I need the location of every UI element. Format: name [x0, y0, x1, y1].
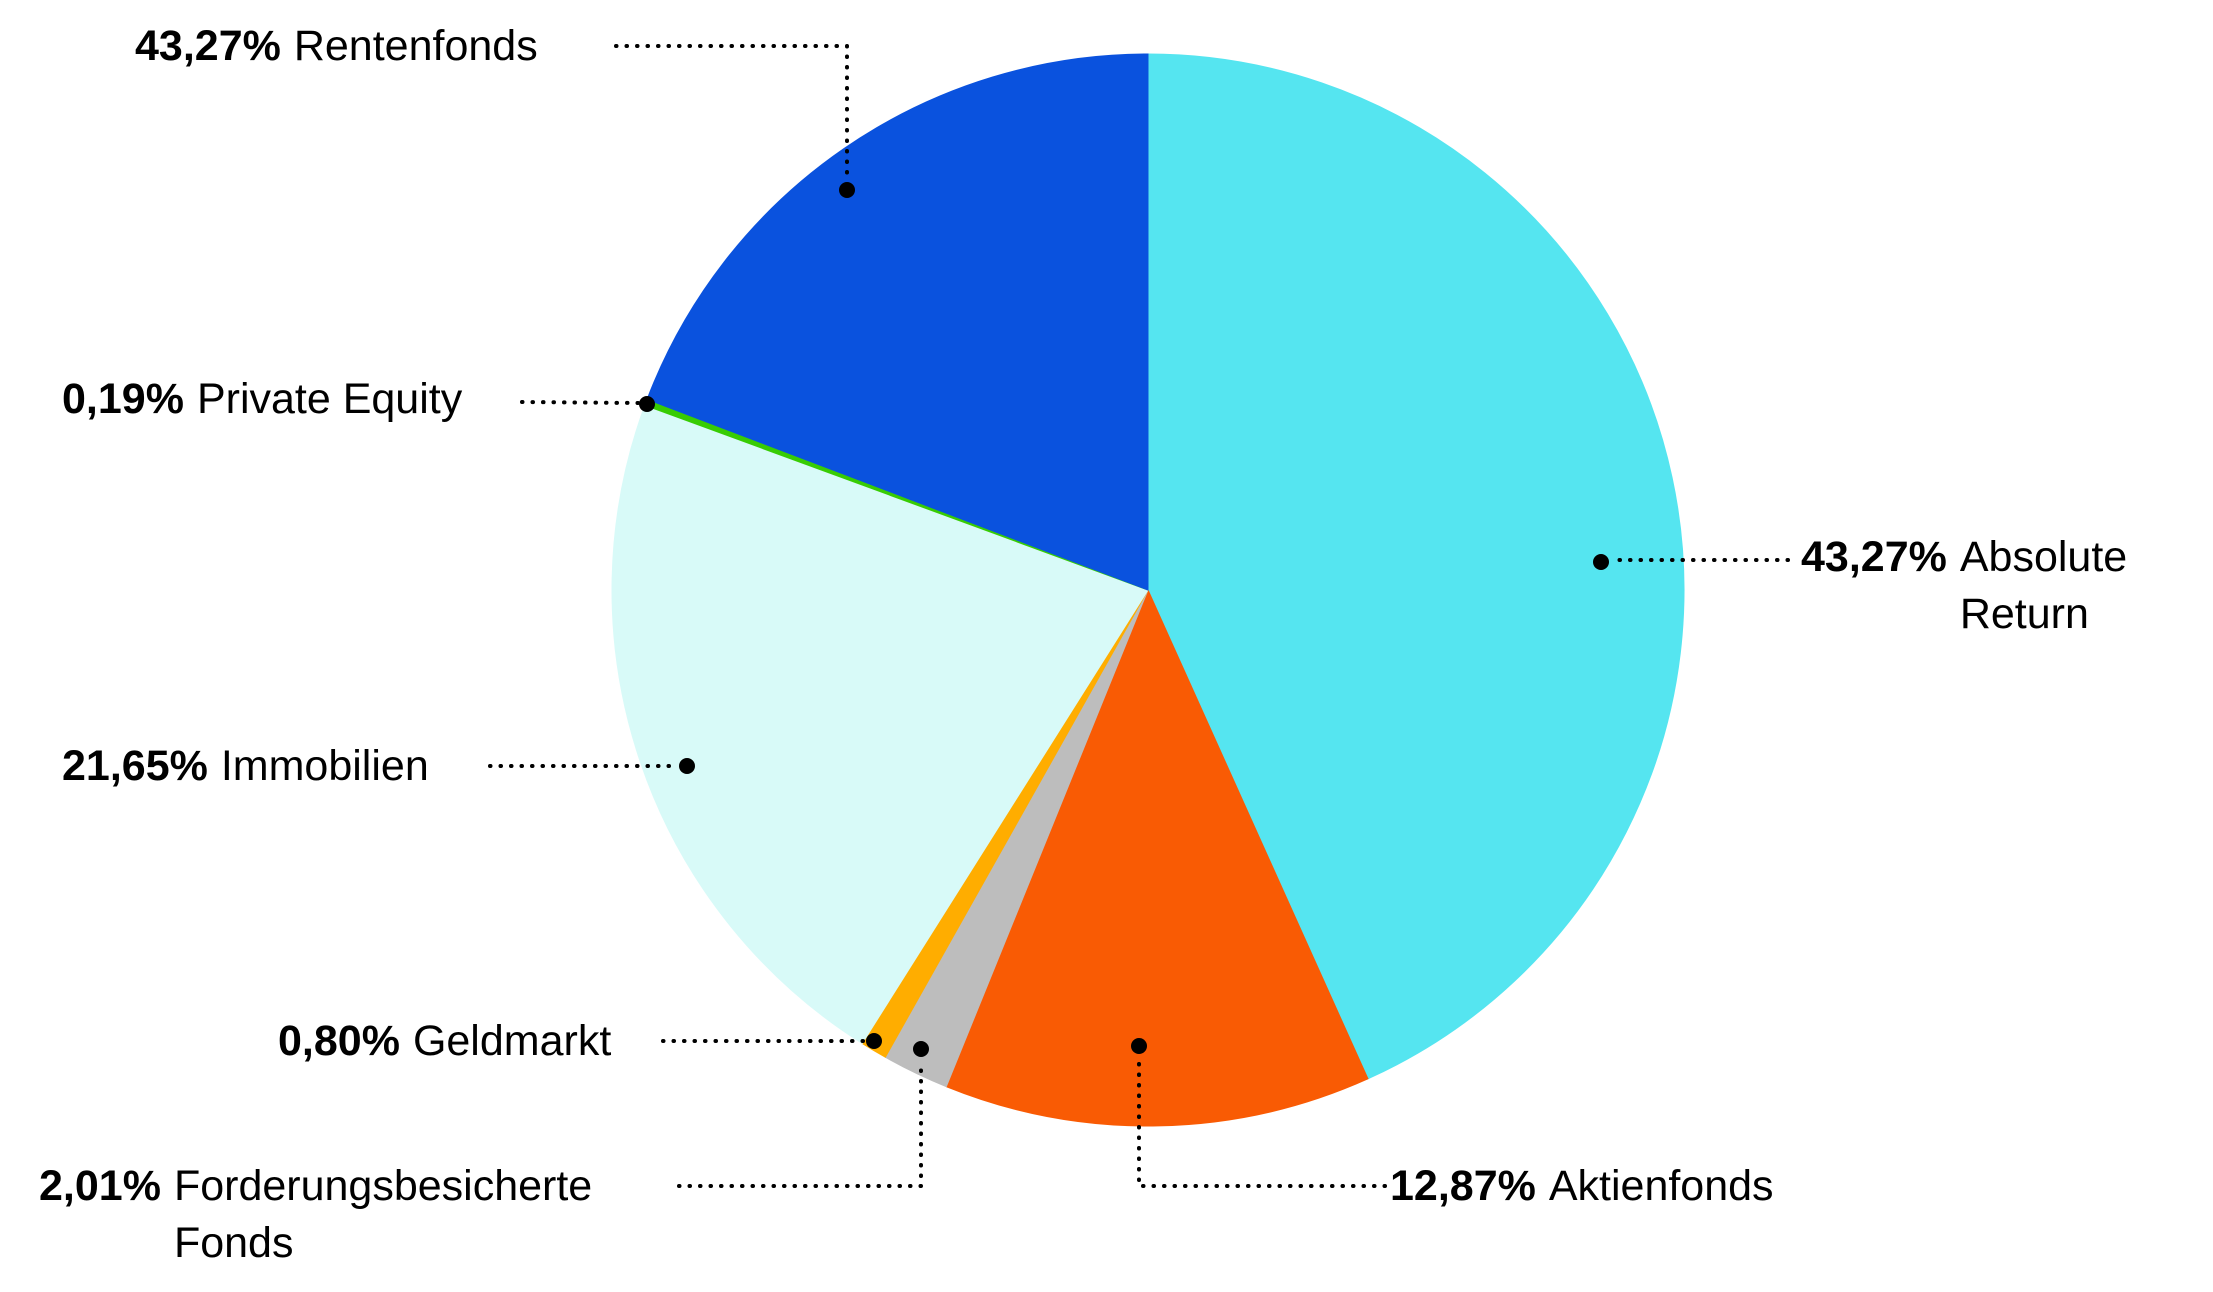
callout-dot-absolute-return	[1593, 554, 1609, 570]
geldmarkt-name: Geldmarkt	[412, 1017, 612, 1065]
callout-label-private-equity: 0,19% Private Equity	[62, 371, 462, 428]
aktienfonds-name: Aktienfonds	[1548, 1162, 1774, 1210]
leader-line-forderungsbesicherte-fonds	[677, 1059, 923, 1188]
pie-slice-aktienfonds	[945, 588, 1369, 1127]
pie-slice-absolute-return	[1147, 53, 1685, 1080]
forderungsbesicherte-fonds-percent: 2,01%	[39, 1162, 161, 1210]
immobilien-name: Immobilien	[220, 742, 429, 790]
callout-dot-rentenfonds	[839, 182, 855, 198]
absolute-return-percent: 43,27%	[1801, 533, 1947, 581]
callout-dot-aktienfonds	[1131, 1038, 1147, 1054]
callout-dot-immobilien	[679, 758, 695, 774]
callout-label-absolute-return: 43,27% Absolute Return	[1801, 529, 2165, 643]
rentenfonds-percent: 43,27%	[135, 22, 281, 70]
rentenfonds-name: Rentenfonds	[293, 22, 538, 70]
callout-dot-forderungsbesicherte-fonds	[913, 1041, 929, 1057]
geldmarkt-percent: 0,80%	[278, 1017, 400, 1065]
pie-slice-immobilien	[611, 404, 1149, 1045]
callout-label-forderungsbesicherte-fonds: 2,01% Forderungsbesicherte Fonds	[39, 1158, 644, 1272]
private-equity-percent: 0,19%	[62, 375, 184, 423]
pie-slice-rentenfonds	[646, 53, 1149, 591]
callout-label-immobilien: 21,65% Immobilien	[62, 738, 429, 795]
forderungsbesicherte-fonds-name: Forderungsbesicherte Fonds	[173, 1162, 593, 1267]
callout-dot-geldmarkt	[866, 1033, 882, 1049]
callout-label-aktienfonds: 12,87% Aktienfonds	[1390, 1158, 1774, 1215]
absolute-return-name: Absolute Return	[1959, 533, 2128, 638]
immobilien-percent: 21,65%	[62, 742, 208, 790]
private-equity-name: Private Equity	[196, 375, 463, 423]
callout-label-geldmarkt: 0,80% Geldmarkt	[278, 1013, 611, 1070]
leader-line-rentenfonds	[614, 44, 849, 183]
aktienfonds-percent: 12,87%	[1390, 1162, 1536, 1210]
callout-label-rentenfonds: 43,27% Rentenfonds	[135, 18, 538, 75]
leader-line-aktienfonds	[1137, 1056, 1387, 1188]
leader-line-private-equity	[520, 400, 640, 405]
callout-dot-private-equity	[639, 396, 655, 412]
